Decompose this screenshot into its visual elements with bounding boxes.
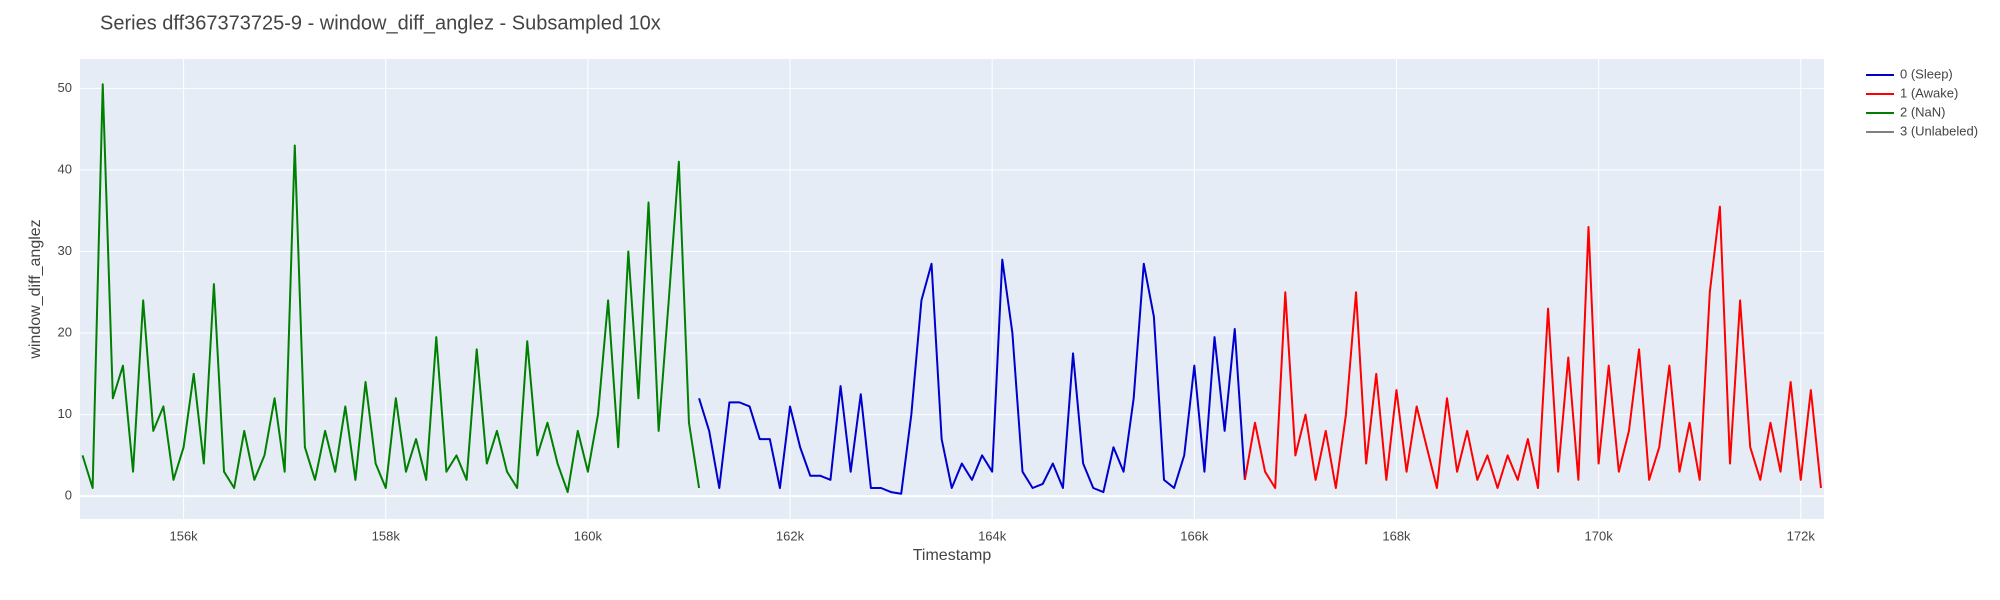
plot-lines xyxy=(81,83,1822,495)
x-tick-label: 168k xyxy=(1382,528,1411,543)
x-tick-label: 170k xyxy=(1585,528,1614,543)
plot-background xyxy=(80,59,1824,519)
x-tick-label: 164k xyxy=(978,528,1007,543)
x-tick-label: 156k xyxy=(169,528,198,543)
legend-label: 3 (Unlabeled) xyxy=(1900,123,1978,138)
x-tick-label: 158k xyxy=(372,528,401,543)
y-tick-label: 0 xyxy=(65,488,72,503)
legend-item[interactable]: 1 (Awake) xyxy=(1866,85,1958,100)
legend-label: 2 (NaN) xyxy=(1900,104,1946,119)
legend-item[interactable]: 0 (Sleep) xyxy=(1866,66,1953,81)
legend-item[interactable]: 3 (Unlabeled) xyxy=(1866,123,1978,138)
series-line xyxy=(698,258,1246,495)
legend-label: 0 (Sleep) xyxy=(1900,66,1953,81)
x-tick-label: 172k xyxy=(1787,528,1816,543)
x-tick-label: 160k xyxy=(574,528,603,543)
y-tick-label: 40 xyxy=(58,161,72,176)
x-tick-label: 166k xyxy=(1180,528,1209,543)
legend-label: 1 (Awake) xyxy=(1900,85,1958,100)
y-tick-label: 30 xyxy=(58,243,72,258)
y-tick-label: 20 xyxy=(58,324,72,339)
x-tick-label: 162k xyxy=(776,528,805,543)
series-line xyxy=(1243,205,1822,490)
y-axis-title: window_diff_anglez xyxy=(27,219,44,359)
legend-item[interactable]: 2 (NaN) xyxy=(1866,104,1946,119)
y-tick-label: 10 xyxy=(58,406,72,421)
series-line xyxy=(81,83,701,494)
y-tick-label: 50 xyxy=(58,80,72,95)
chart-title: Series dff367373725-9 - window_diff_angl… xyxy=(100,12,661,34)
x-axis-title: Timestamp xyxy=(913,547,992,564)
